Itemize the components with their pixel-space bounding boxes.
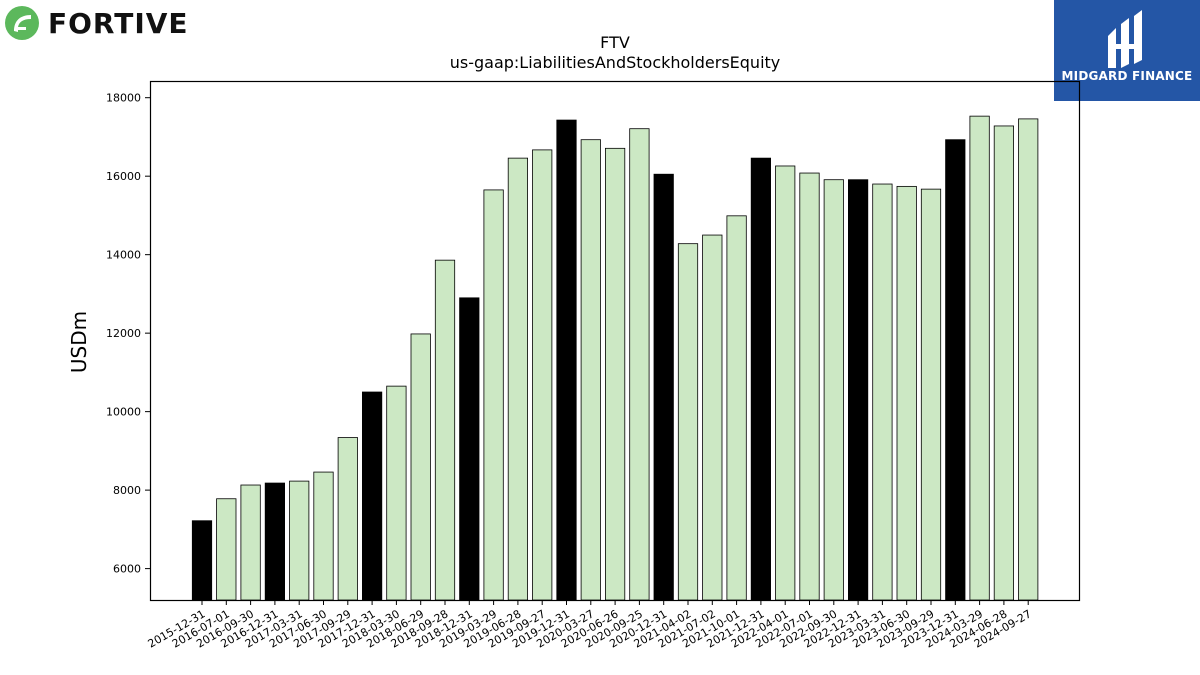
bar-2018-09-28: [434, 259, 456, 601]
bar-2022-07-01: [799, 172, 820, 601]
bar-2018-12-31: [459, 297, 480, 601]
bar-2019-03-29: [483, 189, 504, 601]
bar-2023-03-31: [872, 183, 893, 601]
bar-2017-12-31: [361, 391, 383, 601]
fortive-leaf-icon: [5, 6, 39, 40]
bar-2017-06-30: [313, 471, 334, 601]
bar-2020-06-26: [605, 147, 626, 601]
bar-2019-06-28: [507, 157, 529, 601]
y-tick-label: 18000: [106, 92, 141, 105]
bar-2018-06-29: [410, 333, 431, 601]
fortive-logo: FORTIVE: [4, 4, 189, 42]
chart-subtitle: us-gaap:LiabilitiesAndStockholdersEquity: [450, 53, 781, 72]
bar-2019-12-31: [556, 119, 577, 601]
chart-title: FTV: [600, 33, 630, 52]
bar-2020-09-25: [629, 128, 650, 601]
bar-2018-03-30: [386, 385, 407, 601]
midgard-mark-icon: [1108, 10, 1142, 68]
bar-2021-10-01: [726, 215, 747, 601]
bar-2015-12-31: [191, 520, 213, 601]
bar-2020-12-31: [653, 173, 674, 601]
bar-2024-06-28: [993, 125, 1015, 601]
midgard-finance-logo: MIDGARD FINANCE: [1054, 0, 1200, 101]
bar-2016-09-30: [240, 484, 261, 601]
y-tick-label: 14000: [106, 249, 141, 262]
bar-2023-06-30: [896, 185, 917, 601]
bar-2017-03-31: [289, 480, 310, 601]
bar-2021-12-31: [750, 157, 772, 601]
bar-2024-03-29: [969, 115, 990, 601]
bar-2020-03-27: [580, 139, 601, 601]
company-name: FORTIVE: [48, 6, 189, 40]
y-axis-label: USDm: [67, 311, 91, 373]
bars-group: [191, 115, 1039, 601]
x-axis: 2015-12-312016-07-012016-09-302016-12-31…: [146, 600, 1034, 651]
bar-2016-07-01: [216, 498, 237, 601]
y-tick-label: 12000: [106, 327, 141, 340]
bar-2022-09-30: [823, 179, 844, 601]
y-axis: 6000 8000 10000 12000 14000 16000 18000: [106, 92, 151, 576]
bar-2019-09-27: [532, 149, 553, 601]
bar-2017-09-29: [337, 437, 358, 601]
bar-2022-04-01: [775, 165, 796, 601]
brand-name: MIDGARD FINANCE: [1061, 69, 1193, 83]
bar-2016-12-31: [264, 482, 286, 601]
bar-2021-04-02: [677, 243, 699, 601]
bar-2022-12-31: [848, 179, 869, 601]
bar-2023-12-31: [945, 139, 966, 601]
y-tick-label: 16000: [106, 170, 141, 183]
y-tick-label: 10000: [106, 406, 141, 419]
bar-2023-09-29: [920, 188, 942, 601]
y-tick-label: 6000: [113, 563, 141, 576]
bar-2024-09-27: [1018, 118, 1039, 601]
y-tick-label: 8000: [113, 484, 141, 497]
bar-2021-07-02: [702, 234, 723, 601]
